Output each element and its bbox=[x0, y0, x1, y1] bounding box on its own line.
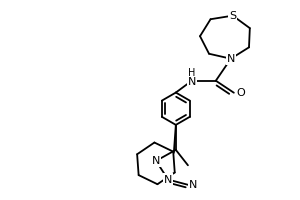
Text: N: N bbox=[164, 175, 172, 185]
Text: O: O bbox=[236, 88, 245, 98]
Text: N: N bbox=[188, 77, 196, 87]
Text: H: H bbox=[188, 68, 196, 78]
Text: N: N bbox=[189, 180, 197, 190]
Text: N: N bbox=[152, 156, 160, 166]
Text: N: N bbox=[226, 54, 235, 64]
Text: S: S bbox=[229, 11, 236, 21]
